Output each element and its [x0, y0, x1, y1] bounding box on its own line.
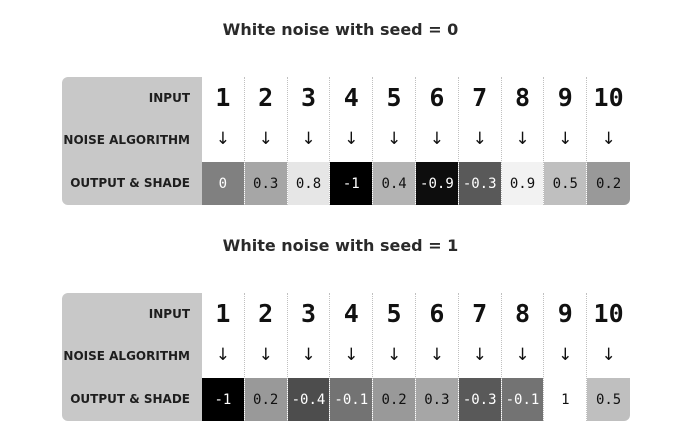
input-value: 8 [514, 299, 531, 328]
input-value: 1 [215, 299, 231, 328]
input-value: 7 [472, 83, 488, 112]
input-value: 8 [514, 83, 531, 112]
column-2: 2 ↓ 0.2 [244, 293, 288, 421]
column-5: 5 ↓ 0.2 [373, 293, 416, 421]
output-shade-cell: -0.9 [416, 162, 458, 205]
down-arrow-icon: ↓ [258, 129, 273, 149]
input-value: 9 [557, 299, 573, 328]
output-shade-cell: 0.3 [244, 162, 287, 205]
input-value: 3 [300, 299, 317, 328]
output-shade-cell: -0.3 [458, 378, 501, 421]
output-shade-cell: 0.8 [287, 162, 330, 205]
column-7: 7 ↓ -0.3 [458, 293, 502, 421]
input-value: 6 [429, 299, 445, 328]
down-arrow-icon: ↓ [301, 345, 316, 365]
column-9: 9 ↓ 0.5 [544, 77, 588, 205]
output-shade-cell: -0.4 [287, 378, 330, 421]
down-arrow-icon: ↓ [515, 129, 530, 149]
column-2: 2 ↓ 0.3 [244, 77, 288, 205]
output-shade-cell: -0.1 [330, 378, 373, 421]
down-arrow-icon: ↓ [386, 129, 402, 149]
column-1: 1 ↓ -1 [202, 293, 245, 421]
down-arrow-icon: ↓ [472, 345, 487, 365]
columns: 1 ↓ -1 2 ↓ 0.2 3 ↓ -0.4 4 ↓ -0.1 5 ↓ 0.2 6 ↓ 0.3 7 ↓ -0.3 8 ↓ -… [202, 293, 630, 421]
column-6: 6 ↓ -0.9 [416, 77, 459, 205]
input-value: 4 [343, 83, 359, 112]
down-arrow-icon: ↓ [386, 345, 402, 365]
noise-table-seed-0: INPUT NOISE ALGORITHM OUTPUT & SHADE 1 ↓ 0… [62, 77, 630, 205]
output-shade-cell: 0.3 [416, 378, 458, 421]
down-arrow-icon: ↓ [601, 129, 616, 149]
output-shade-cell: 0.4 [373, 162, 415, 205]
column-6: 6 ↓ 0.3 [416, 293, 459, 421]
column-9: 9 ↓ 1 [544, 293, 588, 421]
row-labels: INPUT NOISE ALGORITHM OUTPUT & SHADE [62, 293, 202, 421]
input-value: 9 [557, 83, 573, 112]
label-noise-algorithm: NOISE ALGORITHM [63, 349, 190, 363]
title-seed-0: White noise with seed = 0 [222, 20, 459, 39]
input-value: 10 [593, 299, 624, 328]
down-arrow-icon: ↓ [472, 129, 487, 149]
output-shade-cell: -1 [202, 378, 244, 421]
down-arrow-icon: ↓ [429, 345, 445, 365]
label-output-shade: OUTPUT & SHADE [70, 176, 190, 190]
input-value: 5 [386, 83, 402, 112]
down-arrow-icon: ↓ [601, 345, 616, 365]
columns: 1 ↓ 0 2 ↓ 0.3 3 ↓ 0.8 4 ↓ -1 5 ↓ 0.4 6 ↓ -0.9 7 ↓ -0.3 8 ↓ 0.9 9… [202, 77, 630, 205]
column-3: 3 ↓ 0.8 [287, 77, 331, 205]
input-value: 7 [472, 299, 488, 328]
output-shade-cell: -0.3 [458, 162, 501, 205]
input-value: 6 [429, 83, 445, 112]
input-value: 5 [386, 299, 402, 328]
noise-table-seed-1: INPUT NOISE ALGORITHM OUTPUT & SHADE 1 ↓ -… [62, 293, 630, 421]
down-arrow-icon: ↓ [215, 129, 231, 149]
column-4: 4 ↓ -1 [330, 77, 374, 205]
output-shade-cell: 0.5 [544, 162, 587, 205]
column-10: 10 ↓ 0.2 [587, 77, 630, 205]
label-input: INPUT [148, 307, 190, 321]
label-output-shade: OUTPUT & SHADE [70, 392, 190, 406]
label-noise-algorithm: NOISE ALGORITHM [63, 133, 190, 147]
down-arrow-icon: ↓ [344, 129, 359, 149]
column-1: 1 ↓ 0 [202, 77, 245, 205]
down-arrow-icon: ↓ [429, 129, 445, 149]
output-shade-cell: 0.2 [587, 162, 630, 205]
input-value: 2 [258, 299, 274, 328]
input-value: 2 [258, 83, 274, 112]
down-arrow-icon: ↓ [344, 345, 359, 365]
column-8: 8 ↓ -0.1 [501, 293, 545, 421]
down-arrow-icon: ↓ [258, 345, 273, 365]
column-8: 8 ↓ 0.9 [501, 77, 545, 205]
input-value: 3 [300, 83, 317, 112]
output-shade-cell: 0.2 [244, 378, 287, 421]
row-labels: INPUT NOISE ALGORITHM OUTPUT & SHADE [62, 77, 202, 205]
input-value: 10 [593, 83, 624, 112]
down-arrow-icon: ↓ [558, 129, 573, 149]
output-shade-cell: 0.9 [501, 162, 544, 205]
title-seed-1: White noise with seed = 1 [222, 236, 459, 255]
column-5: 5 ↓ 0.4 [373, 77, 416, 205]
column-3: 3 ↓ -0.4 [287, 293, 331, 421]
label-input: INPUT [148, 91, 190, 105]
down-arrow-icon: ↓ [515, 345, 530, 365]
column-4: 4 ↓ -0.1 [330, 293, 374, 421]
output-shade-cell: -0.1 [501, 378, 544, 421]
output-shade-cell: 1 [544, 378, 587, 421]
output-shade-cell: 0.2 [373, 378, 415, 421]
down-arrow-icon: ↓ [301, 129, 316, 149]
input-value: 4 [343, 299, 359, 328]
output-shade-cell: 0 [202, 162, 244, 205]
column-7: 7 ↓ -0.3 [458, 77, 502, 205]
down-arrow-icon: ↓ [558, 345, 573, 365]
output-shade-cell: -1 [330, 162, 373, 205]
column-10: 10 ↓ 0.5 [587, 293, 630, 421]
down-arrow-icon: ↓ [215, 345, 231, 365]
output-shade-cell: 0.5 [587, 378, 630, 421]
input-value: 1 [215, 83, 231, 112]
